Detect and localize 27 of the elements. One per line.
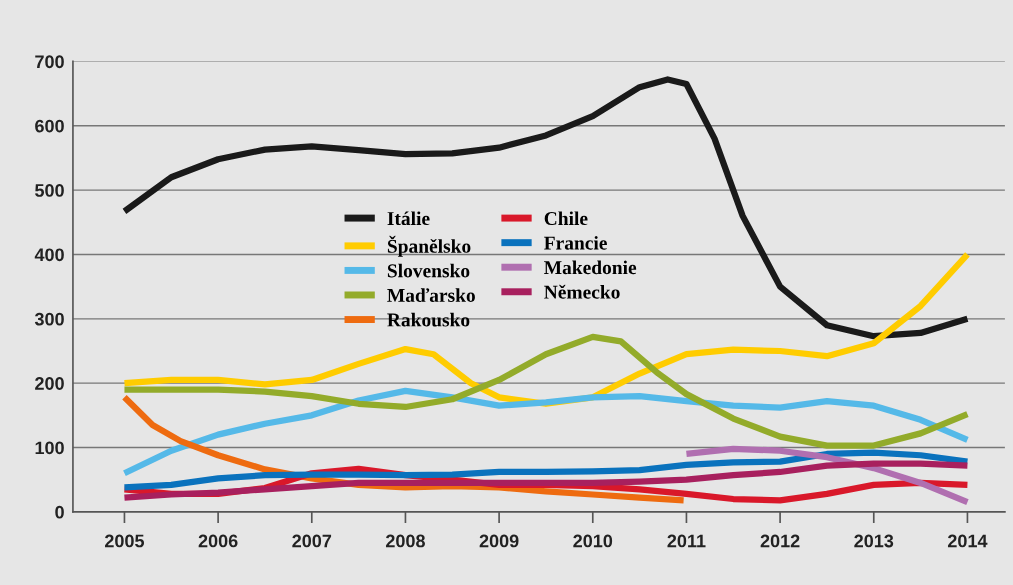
y-tick-label: 600 <box>35 119 64 133</box>
y-tick-label: 300 <box>34 312 64 326</box>
x-tick-label: 2013 <box>854 534 894 548</box>
legend-label: Itálie <box>387 211 430 226</box>
x-tick-label: 2007 <box>292 534 332 548</box>
y-tick-label: 100 <box>35 441 64 455</box>
legend-label: Chile <box>544 211 588 226</box>
x-tick-label: 2010 <box>573 534 613 548</box>
x-tick-label: 2014 <box>947 534 988 548</box>
x-tick-label: 2009 <box>479 534 519 548</box>
y-tick-label: 500 <box>35 184 64 197</box>
x-tick-label: 2008 <box>385 534 425 548</box>
legend-label: Německo <box>544 284 620 299</box>
legend-label: Francie <box>544 235 607 250</box>
legend-label: Maďarsko <box>387 288 475 302</box>
legend-label: Rakousko <box>387 312 470 327</box>
y-tick-label: 0 <box>55 505 64 519</box>
legend-label: Španělsko <box>387 235 471 257</box>
y-tick-label: 200 <box>35 377 64 390</box>
x-tick-label: 2005 <box>105 534 145 548</box>
y-tick-label: 400 <box>34 248 64 262</box>
x-tick-label: 2006 <box>198 534 238 548</box>
x-tick-label: 2011 <box>667 534 706 548</box>
y-tick-label: 700 <box>35 55 64 69</box>
legend-label: Slovensko <box>387 263 470 278</box>
x-tick-label: 2012 <box>760 534 800 548</box>
legend-label: Makedonie <box>544 260 637 275</box>
